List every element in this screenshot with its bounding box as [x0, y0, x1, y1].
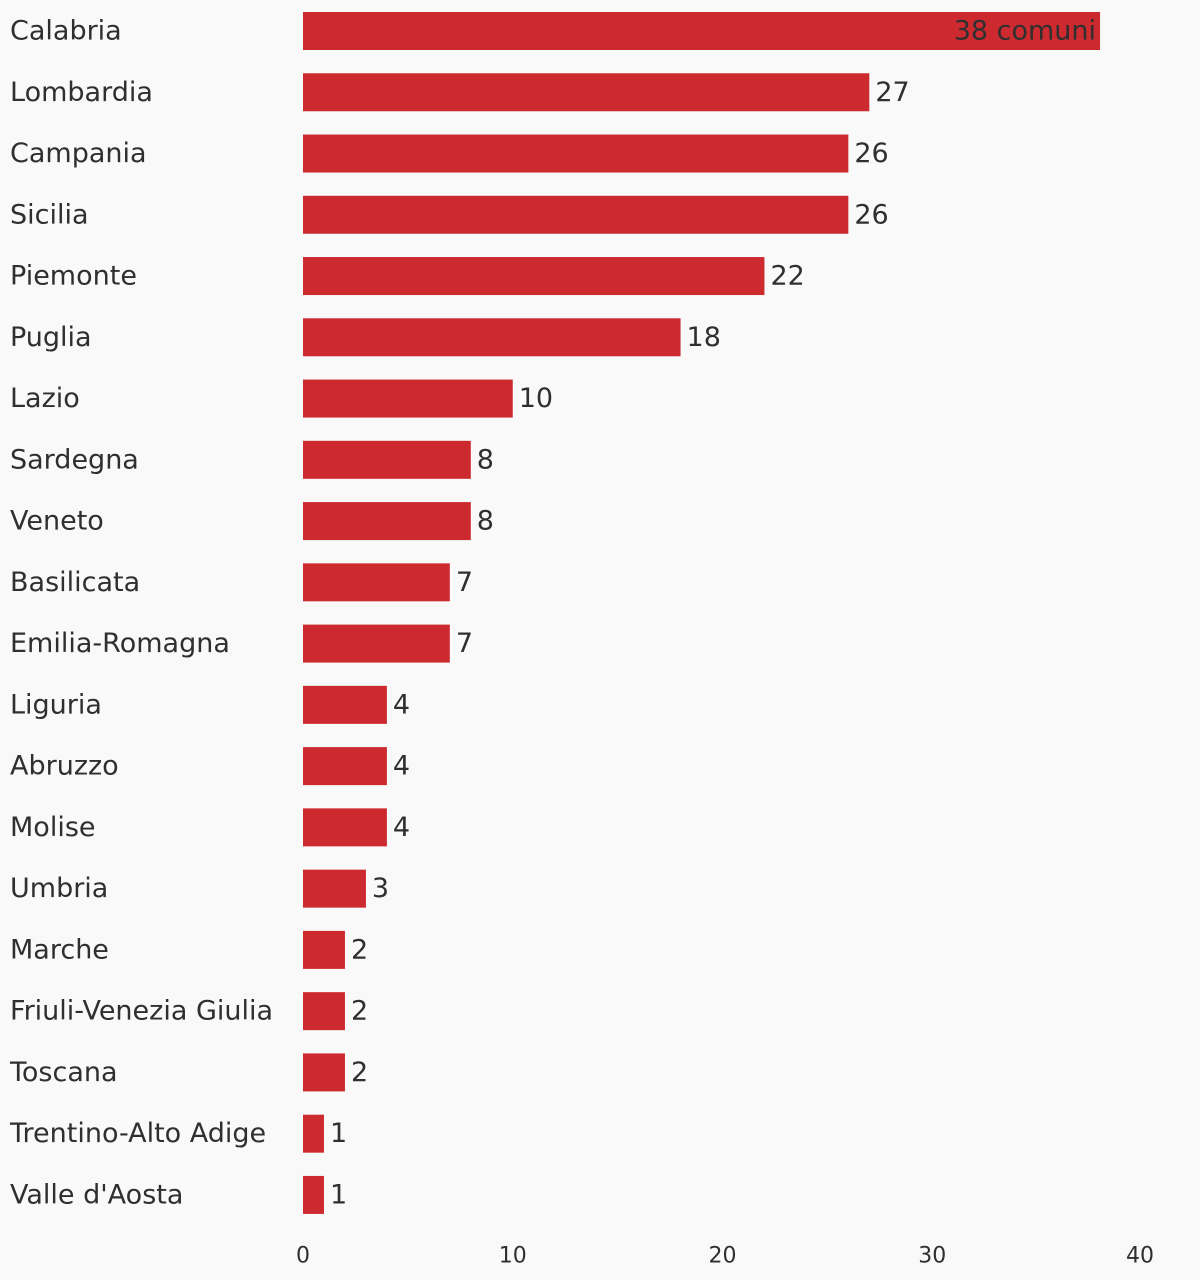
value-label: 4 — [393, 689, 410, 720]
x-tick-label: 30 — [918, 1244, 946, 1269]
bar-18 — [303, 1114, 324, 1153]
category-label: Umbria — [10, 873, 108, 904]
category-label: Emilia-Romagna — [10, 628, 230, 659]
bar-17 — [303, 1053, 345, 1092]
category-label: Sicilia — [10, 199, 89, 230]
category-label: Molise — [10, 812, 96, 843]
x-tick-label: 0 — [296, 1244, 310, 1269]
bar-15 — [303, 930, 345, 969]
value-label: 38 comuni — [954, 16, 1096, 47]
category-label: Marche — [10, 934, 109, 965]
bar-8 — [303, 502, 471, 541]
value-label: 27 — [875, 77, 909, 108]
category-label: Puglia — [10, 322, 92, 353]
value-label: 2 — [351, 934, 368, 965]
bar-6 — [303, 379, 513, 418]
value-label: 18 — [687, 322, 721, 353]
bar-16 — [303, 992, 345, 1031]
bar-7 — [303, 440, 471, 479]
category-label: Lazio — [10, 383, 80, 414]
category-label: Valle d'Aosta — [10, 1179, 183, 1210]
bar-14 — [303, 869, 366, 908]
category-label: Calabria — [10, 16, 122, 47]
category-label: Veneto — [10, 506, 104, 537]
value-label: 4 — [393, 812, 410, 843]
value-label: 22 — [770, 261, 804, 292]
value-label: 7 — [456, 628, 473, 659]
x-tick-label: 20 — [709, 1244, 737, 1269]
value-label: 26 — [854, 199, 888, 230]
x-tick-label: 40 — [1126, 1244, 1154, 1269]
bar-3 — [303, 195, 849, 234]
category-label: Campania — [10, 138, 147, 169]
x-axis: 0 10 20 30 40 — [296, 1244, 1154, 1269]
value-label: 4 — [393, 751, 410, 782]
category-label: Sardegna — [10, 444, 139, 475]
category-label: Abruzzo — [10, 751, 119, 782]
bar-1 — [303, 73, 870, 112]
bar-11 — [303, 685, 387, 724]
category-label: Trentino-Alto Adige — [9, 1118, 266, 1149]
value-label: 8 — [477, 444, 494, 475]
bar-13 — [303, 808, 387, 847]
category-label: Piemonte — [10, 261, 137, 292]
bar-2 — [303, 134, 849, 173]
bar-10 — [303, 624, 450, 663]
bar-0 — [303, 12, 1101, 50]
bars-layer — [303, 12, 1101, 1214]
value-label: 2 — [351, 1057, 368, 1088]
value-label: 26 — [854, 138, 888, 169]
x-tick-label: 10 — [499, 1244, 527, 1269]
bar-4 — [303, 257, 765, 296]
value-label: 7 — [456, 567, 473, 598]
value-label: 2 — [351, 996, 368, 1027]
value-label: 3 — [372, 873, 389, 904]
category-label: Toscana — [9, 1057, 118, 1088]
value-label: 8 — [477, 506, 494, 537]
bar-9 — [303, 563, 450, 602]
category-labels: Calabria Lombardia Campania Sicilia Piemonte… — [9, 16, 273, 1211]
value-label: 1 — [330, 1179, 347, 1210]
category-label: Liguria — [10, 689, 102, 720]
bar-19 — [303, 1175, 324, 1214]
value-label: 1 — [330, 1118, 347, 1149]
bar-12 — [303, 747, 387, 786]
category-label: Lombardia — [10, 77, 153, 108]
bar-5 — [303, 318, 681, 357]
category-label: Friuli-Venezia Giulia — [10, 996, 273, 1027]
category-label: Basilicata — [10, 567, 140, 598]
value-label: 10 — [519, 383, 553, 414]
